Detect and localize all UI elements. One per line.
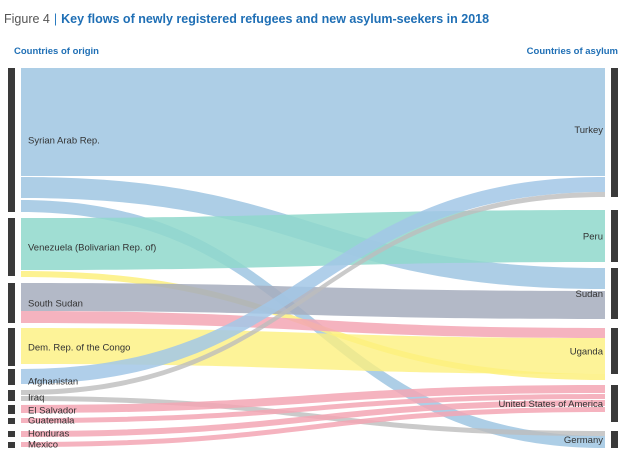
asylum-label-united-states-of-america: United States of America xyxy=(498,399,603,410)
origin-bar-syrian-arab-rep xyxy=(8,68,15,212)
flow-venezuela-bolivarian-rep-of-to-peru xyxy=(21,210,605,270)
figure-title: Figure 4 | Key flows of newly registered r… xyxy=(4,12,489,26)
origin-label-venezuela-bolivarian-rep-of: Venezuela (Bolivarian Rep. of) xyxy=(28,243,156,254)
figure-number: Figure 4 xyxy=(4,12,50,26)
origin-bar-honduras xyxy=(8,431,15,437)
origin-bar-south-sudan xyxy=(8,283,15,323)
flow-afghanistan-to-turkey xyxy=(21,177,605,384)
origin-column-header: Countries of origin xyxy=(14,46,99,57)
flow-mexico-to-united-states-of-america xyxy=(21,407,605,447)
title-separator: | xyxy=(53,12,58,26)
asylum-bar-sudan xyxy=(611,268,618,319)
asylum-label-peru: Peru xyxy=(583,232,603,243)
asylum-label-turkey: Turkey xyxy=(574,125,603,136)
origin-label-dem-rep-of-the-congo: Dem. Rep. of the Congo xyxy=(28,343,130,354)
flow-syrian-arab-rep-to-turkey xyxy=(21,68,605,176)
asylum-bar-germany xyxy=(611,431,618,448)
origin-label-syrian-arab-rep: Syrian Arab Rep. xyxy=(28,136,100,147)
asylum-bar-turkey xyxy=(611,68,618,197)
origin-label-honduras: Honduras xyxy=(28,429,69,440)
origin-bar-afghanistan xyxy=(8,369,15,385)
flow-iraq-to-turkey xyxy=(21,192,605,395)
origin-bar-mexico xyxy=(8,442,15,448)
origin-label-south-sudan: South Sudan xyxy=(28,299,83,310)
asylum-column-header: Countries of asylum xyxy=(526,46,618,57)
origin-label-el-salvador: El Salvador xyxy=(28,406,77,417)
asylum-bar-uganda xyxy=(611,328,618,374)
origin-label-afghanistan: Afghanistan xyxy=(28,377,78,388)
asylum-label-germany: Germany xyxy=(564,435,603,446)
chart-title: Key flows of newly registered refugees a… xyxy=(61,12,490,26)
origin-bar-el-salvador xyxy=(8,405,15,414)
asylum-bar-peru xyxy=(611,210,618,262)
origin-bar-iraq xyxy=(8,390,15,401)
origin-label-guatemala: Guatemala xyxy=(28,416,75,427)
origin-bar-dem-rep-of-the-congo xyxy=(8,328,15,366)
flow-south-sudan-to-united-states-of-america xyxy=(21,311,605,338)
origin-label-mexico: Mexico xyxy=(28,440,58,451)
flow-honduras-to-united-states-of-america xyxy=(21,400,605,437)
asylum-label-uganda: Uganda xyxy=(570,347,604,358)
origin-bar-guatemala xyxy=(8,418,15,424)
asylum-bar-united-states-of-america xyxy=(611,385,618,422)
flow-guatemala-to-united-states-of-america xyxy=(21,394,605,423)
flow-el-salvador-to-united-states-of-america xyxy=(21,385,605,413)
origin-label-iraq: Iraq xyxy=(28,393,44,404)
flow-south-sudan-to-sudan xyxy=(21,283,605,319)
origin-bar-venezuela-bolivarian-rep-of xyxy=(8,218,15,276)
asylum-label-sudan: Sudan xyxy=(576,289,603,300)
